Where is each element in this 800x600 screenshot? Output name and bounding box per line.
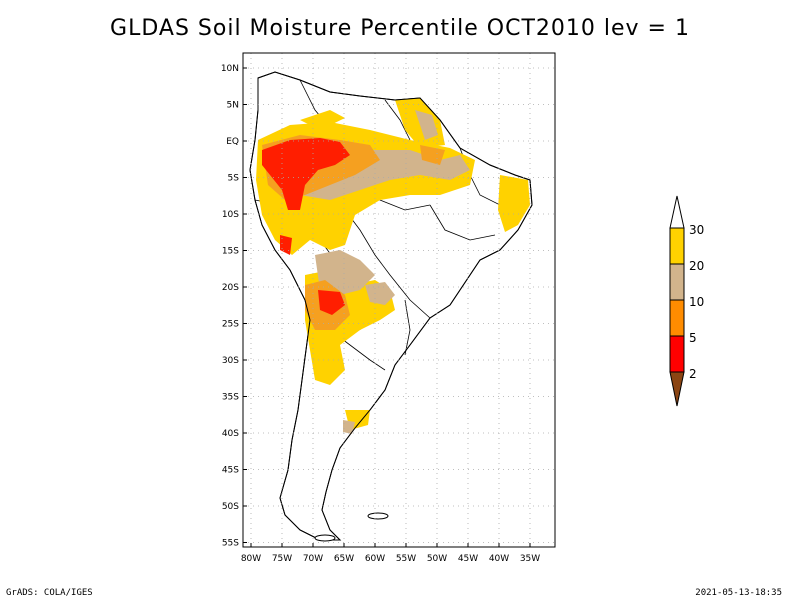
lon-tick-label: 65W — [334, 554, 354, 564]
patch-tan-guiana — [415, 110, 438, 140]
legend-swatch-20-30 — [669, 227, 685, 265]
lat-tick-label: 5N — [227, 101, 239, 111]
lon-tick-label: 75W — [272, 554, 292, 564]
patch-orange-east — [420, 145, 445, 165]
lon-tick-label: 40W — [489, 554, 509, 564]
patch-red-chaco — [318, 290, 345, 315]
legend-label-20: 20 — [689, 259, 704, 273]
lon-tick-label: 70W — [303, 554, 323, 564]
patch-tan-patagonia — [343, 420, 355, 434]
lat-tick-label: 10N — [221, 64, 239, 74]
lat-tick-label: 25S — [222, 320, 239, 330]
lat-tick-label: 50S — [222, 502, 239, 512]
patch-yellow-northcoast — [300, 110, 345, 130]
map-frame — [242, 52, 556, 548]
lon-tick-label: 60W — [365, 554, 385, 564]
gridlines — [243, 53, 555, 547]
legend-label-30: 30 — [689, 223, 704, 237]
legend-swatch-5-10 — [669, 299, 685, 337]
lon-tick-labels: 80W 75W 70W 65W 60W 55W 50W 45W 40W 35W — [241, 543, 540, 564]
lat-tick-label: 10S — [222, 210, 239, 220]
patch-yellow-northeast — [498, 175, 530, 232]
falkland-islands — [367, 512, 389, 520]
lat-tick-label: 45S — [222, 466, 239, 476]
lon-tick-label: 45W — [458, 554, 478, 564]
legend-arrow-top — [669, 195, 685, 229]
lat-tick-label: 35S — [222, 393, 239, 403]
lon-tick-label: 55W — [396, 554, 416, 564]
footer-credit: GrADS: COLA/IGES — [6, 588, 93, 598]
soil-moisture-field — [256, 98, 530, 434]
legend-label-2: 2 — [689, 367, 697, 381]
legend-arrow-bottom — [669, 371, 685, 407]
lon-tick-label: 80W — [241, 554, 261, 564]
legend-label-5: 5 — [689, 331, 697, 345]
colorbar-legend: 30 20 10 5 2 — [669, 195, 704, 407]
lat-tick-label: 40S — [222, 429, 239, 439]
coastline — [249, 71, 533, 541]
lat-tick-label: 15S — [222, 247, 239, 257]
tierra-del-fuego — [314, 534, 336, 542]
lon-tick-label: 50W — [427, 554, 447, 564]
lat-tick-label: 20S — [222, 283, 239, 293]
patch-red-amazon — [262, 138, 350, 210]
lat-tick-label: 5S — [228, 174, 240, 184]
lat-tick-labels: 10N 5N EQ 5S 10S 15S 20S 25S 30S 35S 40S 45S 50S 55S — [221, 64, 247, 549]
legend-label-10: 10 — [689, 295, 704, 309]
lat-tick-label: 55S — [222, 539, 239, 549]
patch-red-peru — [280, 235, 292, 255]
patch-tan-paraguay — [365, 282, 395, 305]
chart-title: GLDAS Soil Moisture Percentile OCT2010 l… — [110, 16, 690, 41]
lon-tick-label: 35W — [520, 554, 540, 564]
map-area — [249, 71, 533, 542]
lat-tick-label: EQ — [226, 137, 239, 147]
lat-tick-label: 30S — [222, 356, 239, 366]
legend-swatch-10-20 — [669, 263, 685, 301]
footer-timestamp: 2021-05-13-18:35 — [695, 588, 782, 598]
legend-swatch-2-5 — [669, 335, 685, 373]
